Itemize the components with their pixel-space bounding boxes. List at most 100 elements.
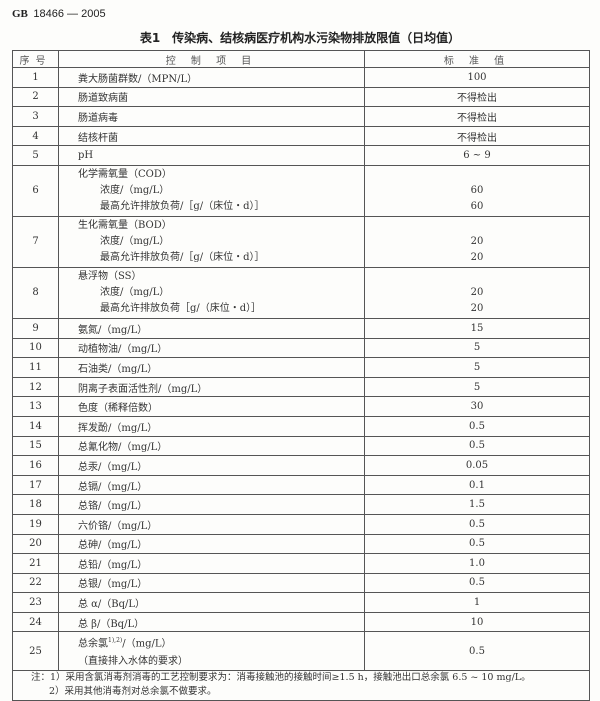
table-row: 13 色度（稀释倍数） 30: [12, 396, 590, 417]
control-item: 肠道致病菌: [58, 86, 365, 108]
standard-value: 1: [364, 592, 590, 613]
standard-value: 10: [364, 611, 590, 633]
table-header-row: 序号 控 制 项 目 标 准 值: [12, 50, 590, 68]
sub-item-concentration: 浓度/（mg/L）: [100, 286, 170, 298]
row-number: 7: [12, 215, 59, 268]
standard-value: 0.05: [364, 455, 590, 476]
item-name: 生化需氧量（BOD）: [78, 219, 172, 231]
row-number: 11: [12, 357, 59, 378]
table-row: 21 总铅/（mg/L） 1.0: [12, 553, 590, 574]
control-item: 总镉/（mg/L）: [58, 474, 365, 496]
value-concentration: 20: [470, 286, 484, 298]
item-name: 总余氯: [78, 638, 108, 650]
control-item: 石油类/（mg/L）: [58, 357, 365, 378]
row-number: 13: [12, 396, 59, 417]
control-item: 总 β/（Bq/L）: [58, 611, 365, 633]
table-row: 9 氨氮/（mg/L） 15: [12, 317, 590, 339]
row-number: 23: [12, 592, 59, 613]
value-load: 60: [470, 200, 484, 212]
standard-value: 20 20: [364, 266, 590, 319]
table-title: 表1 传染病、结核病医疗机构水污染物排放限值（日均值）: [139, 31, 461, 45]
table-row: 19 六价铬/（mg/L） 0.5: [12, 513, 590, 535]
sub-item-load: 最高允许排放负荷［g/（床位・d）］: [100, 302, 262, 314]
table-row: 22 总银/（mg/L） 0.5: [12, 572, 590, 594]
table-row: 8 悬浮物（SS） 浓度/（mg/L） 最高允许排放负荷［g/（床位・d）］ 20 20: [12, 266, 590, 319]
control-item: 总汞/（mg/L）: [58, 455, 365, 476]
control-item: 总氰化物/（mg/L）: [58, 435, 365, 457]
standard-prefix: GB: [12, 8, 28, 20]
control-item: 生化需氧量（BOD） 浓度/（mg/L） 最高允许排放负荷/［g/（床位・d）］: [58, 215, 365, 268]
control-item: 粪大肠菌群数/（MPN/L）: [58, 67, 365, 88]
sub-item-load: 最高允许排放负荷/［g/（床位・d）］: [100, 200, 265, 212]
notes-row: 注：1）采用含氯消毒剂消毒的工艺控制要求为：消毒接触池的接触时间≥1.5 h，接…: [12, 669, 590, 701]
standard-number: GB 18466 — 2005: [12, 8, 106, 20]
standard-value: 0.5: [364, 631, 590, 671]
standard-value: 0.5: [364, 435, 590, 457]
table-row: 4 结核杆菌 不得检出: [12, 125, 590, 147]
table-row: 14 挥发酚/（mg/L） 0.5: [12, 415, 590, 437]
control-item: 总砷/（mg/L）: [58, 533, 365, 555]
row-number: 14: [12, 415, 59, 437]
row-number: 9: [12, 317, 59, 339]
item-unit: /（mg/L）: [122, 638, 172, 650]
standard-value: 5: [364, 337, 590, 359]
standard-value: 不得检出: [364, 125, 590, 147]
row-number: 6: [12, 164, 59, 217]
table-row: 24 总 β/（Bq/L） 10: [12, 611, 590, 633]
standard-value: 0.1: [364, 474, 590, 496]
table-row: 11 石油类/（mg/L） 5: [12, 357, 590, 378]
row-number: 25: [12, 631, 59, 671]
row-number: 15: [12, 435, 59, 457]
control-item: 肠道病毒: [58, 106, 365, 127]
control-item: 悬浮物（SS） 浓度/（mg/L） 最高允许排放负荷［g/（床位・d）］: [58, 266, 365, 319]
control-item: 阴离子表面活性剂/（mg/L）: [58, 376, 365, 398]
row-number: 5: [12, 145, 59, 166]
standard-value: 0.5: [364, 572, 590, 594]
header-no: 序号: [12, 50, 59, 68]
control-item: 总 α/（Bq/L）: [58, 592, 365, 613]
table-row: 16 总汞/（mg/L） 0.05: [12, 455, 590, 476]
table-row: 7 生化需氧量（BOD） 浓度/（mg/L） 最高允许排放负荷/［g/（床位・d）］ …: [12, 215, 590, 268]
row-number: 10: [12, 337, 59, 359]
row-number: 3: [12, 106, 59, 127]
table-row: 25 总余氯1),2)/（mg/L） （直接排入水体的要求） 0.5: [12, 631, 590, 671]
row-number: 8: [12, 266, 59, 319]
row-number: 2: [12, 86, 59, 108]
row-number: 19: [12, 513, 59, 535]
row-number: 17: [12, 474, 59, 496]
row-number: 20: [12, 533, 59, 555]
item-name: 悬浮物（SS）: [78, 270, 142, 282]
sub-item-concentration: 浓度/（mg/L）: [100, 184, 170, 196]
sub-item-load: 最高允许排放负荷/［g/（床位・d）］: [100, 251, 265, 263]
row-number: 18: [12, 494, 59, 515]
table-row: 20 总砷/（mg/L） 0.5: [12, 533, 590, 555]
table-row: 1 粪大肠菌群数/（MPN/L） 100: [12, 67, 590, 88]
control-item: 结核杆菌: [58, 125, 365, 147]
row-number: 22: [12, 572, 59, 594]
table-row: 23 总 α/（Bq/L） 1: [12, 592, 590, 613]
standard-value: 15: [364, 317, 590, 339]
value-concentration: 20: [470, 235, 484, 247]
value-load: 20: [470, 302, 484, 314]
row-number: 1: [12, 67, 59, 88]
standard-value: 0.5: [364, 415, 590, 437]
control-item: pH: [58, 145, 365, 166]
sub-item-concentration: 浓度/（mg/L）: [100, 235, 170, 247]
table-notes: 注：1）采用含氯消毒剂消毒的工艺控制要求为：消毒接触池的接触时间≥1.5 h，接…: [12, 669, 590, 701]
standard-value: 不得检出: [364, 106, 590, 127]
row-number: 21: [12, 553, 59, 574]
footnote-ref: 1),2): [108, 637, 123, 645]
control-item: 总余氯1),2)/（mg/L） （直接排入水体的要求）: [58, 631, 365, 671]
table-row: 3 肠道病毒 不得检出: [12, 106, 590, 127]
item-name: 化学需氧量（COD）: [78, 168, 172, 180]
standard-value: 30: [364, 396, 590, 417]
standard-value: 5: [364, 357, 590, 378]
control-item: 挥发酚/（mg/L）: [58, 415, 365, 437]
emission-limits-table: 序号 控 制 项 目 标 准 值 1 粪大肠菌群数/（MPN/L） 100 2 肠道致病…: [12, 50, 590, 701]
header-item: 控 制 项 目: [58, 50, 365, 68]
row-number: 4: [12, 125, 59, 147]
value-concentration: 60: [470, 184, 484, 196]
standard-value: 不得检出: [364, 86, 590, 108]
control-item: 色度（稀释倍数）: [58, 396, 365, 417]
standard-value: 100: [364, 67, 590, 88]
